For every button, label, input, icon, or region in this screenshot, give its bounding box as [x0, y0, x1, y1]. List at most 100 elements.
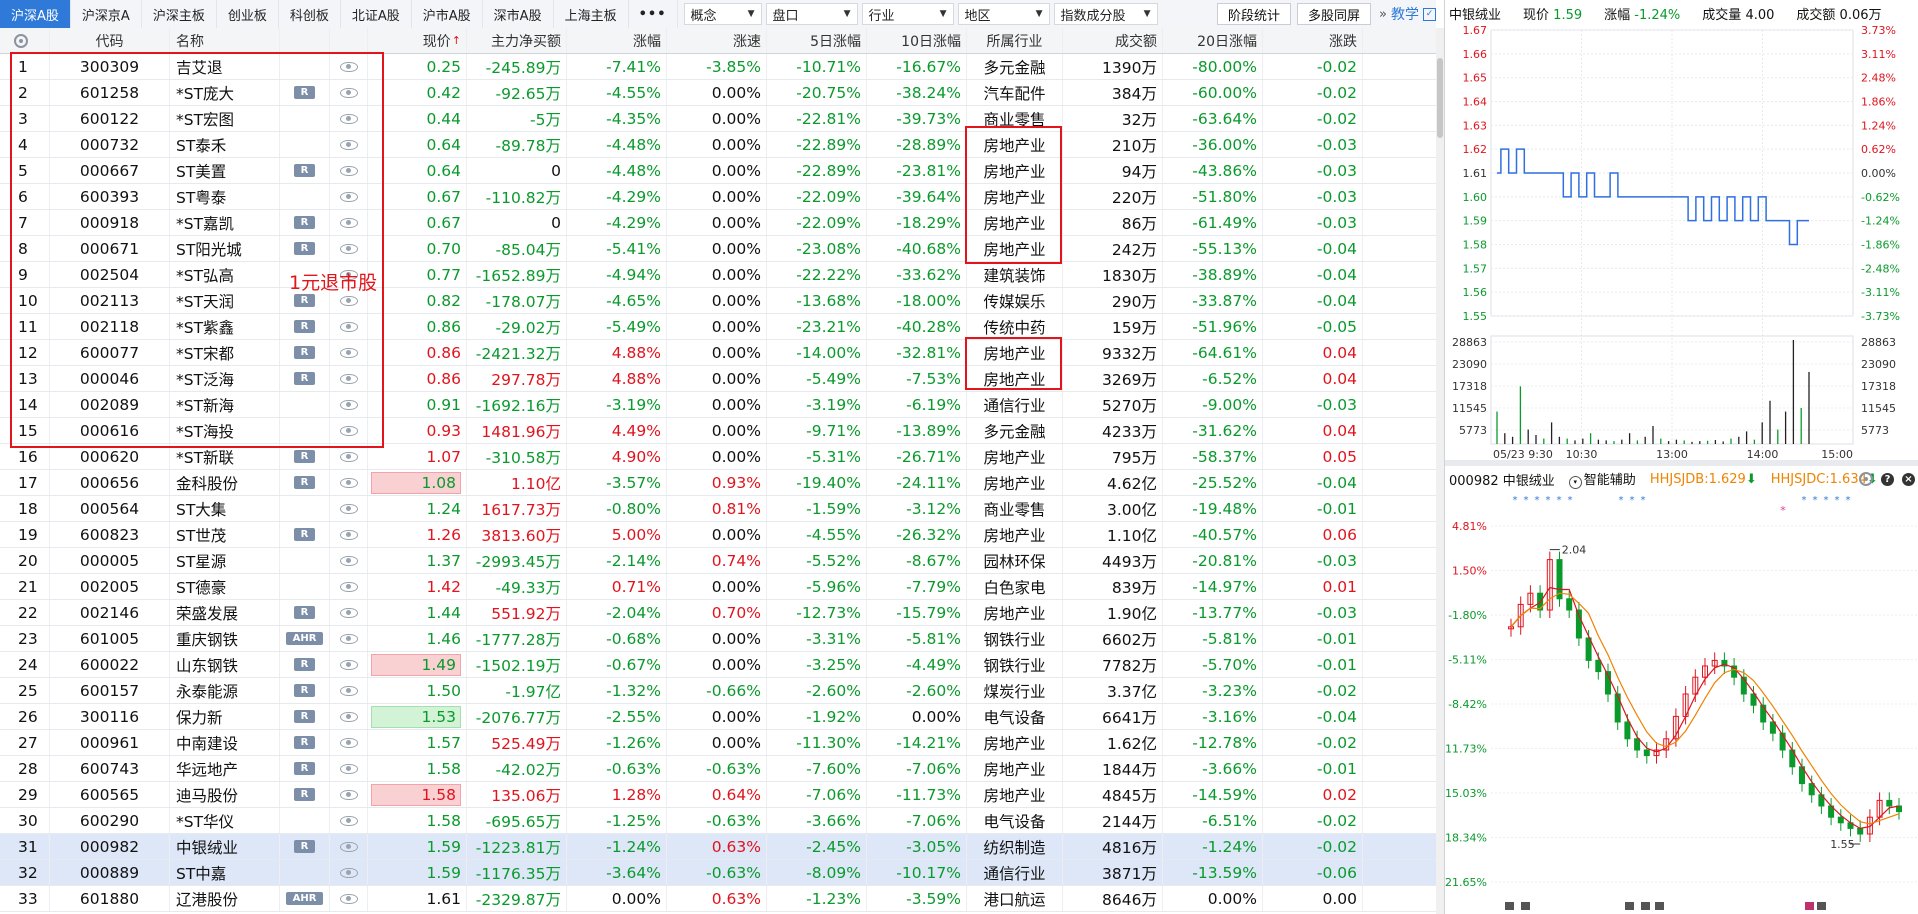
table-row[interactable]: 25 600157 永泰能源 R 1.50 -1.97亿 -1.32% -0.66% -2.60…: [0, 678, 1436, 704]
table-scrollbar[interactable]: [1436, 28, 1444, 914]
eye-icon[interactable]: [339, 425, 358, 436]
tab-6[interactable]: 沪市A股: [412, 0, 483, 28]
col-industry[interactable]: 所属行业: [967, 28, 1063, 53]
table-row[interactable]: 11 002118 *ST紫鑫 R 0.86 -29.02万 -5.49% 0.00% -23.…: [0, 314, 1436, 340]
watch-cell[interactable]: [330, 574, 368, 599]
checkbox-icon[interactable]: ✓: [1423, 7, 1436, 21]
stock-name[interactable]: *ST宏图: [170, 106, 280, 131]
dropdown-3[interactable]: 地区 ▼: [957, 3, 1050, 25]
stock-name[interactable]: ST泰禾: [170, 132, 280, 157]
col-price[interactable]: 现价 ↑: [368, 28, 467, 53]
watch-cell[interactable]: [330, 54, 368, 79]
stock-name[interactable]: 永泰能源: [170, 678, 280, 703]
kline-chart[interactable]: * * * * * * * * * * * * * * * 4.81% 1.50% -1.80% -5.11% -8.…: [1445, 492, 1918, 914]
watch-cell[interactable]: [330, 158, 368, 183]
tab-7[interactable]: 深市A股: [483, 0, 554, 28]
dropdown-2[interactable]: 行业 ▼: [861, 3, 954, 25]
stock-name[interactable]: *ST泛海: [170, 366, 280, 391]
table-row[interactable]: 6 600393 ST粤泰 0.67 -110.82万 -4.29% 0.00% -22.09…: [0, 184, 1436, 210]
stock-name[interactable]: ST粤泰: [170, 184, 280, 209]
eye-icon[interactable]: [339, 399, 358, 410]
eye-icon[interactable]: [339, 451, 358, 462]
watch-cell[interactable]: [330, 886, 368, 911]
stock-name[interactable]: 荣盛发展: [170, 600, 280, 625]
eye-icon[interactable]: [339, 113, 358, 124]
stock-name[interactable]: *ST紫鑫: [170, 314, 280, 339]
watch-cell[interactable]: [330, 444, 368, 469]
watch-cell[interactable]: [330, 288, 368, 313]
table-row[interactable]: 22 002146 荣盛发展 R 1.44 551.92万 -2.04% 0.70% -12.7…: [0, 600, 1436, 626]
stock-name[interactable]: *ST海投: [170, 418, 280, 443]
watch-cell[interactable]: [330, 236, 368, 261]
table-row[interactable]: 17 000656 金科股份 R 1.08 1.10亿 -3.57% 0.93% -19.40%…: [0, 470, 1436, 496]
eye-icon[interactable]: [339, 61, 358, 72]
watch-cell[interactable]: [330, 496, 368, 521]
help-icon[interactable]: ?: [1881, 472, 1894, 486]
watch-cell[interactable]: [330, 756, 368, 781]
col-amount[interactable]: 成交额: [1063, 28, 1163, 53]
watch-cell[interactable]: [330, 80, 368, 105]
eye-icon[interactable]: [339, 841, 358, 852]
eye-icon[interactable]: [339, 321, 358, 332]
gear-icon[interactable]: [14, 33, 28, 48]
stock-name[interactable]: *ST新联: [170, 444, 280, 469]
stock-name[interactable]: ST阳光城: [170, 236, 280, 261]
eye-icon[interactable]: [339, 581, 358, 592]
watch-cell[interactable]: [330, 808, 368, 833]
table-row[interactable]: 7 000918 *ST嘉凯 R 0.67 0 -4.29% 0.00% -22.09% -18.…: [0, 210, 1436, 236]
stock-name[interactable]: 吉艾退: [170, 54, 280, 79]
stock-name[interactable]: ST美置: [170, 158, 280, 183]
tab-4[interactable]: 科创板: [279, 0, 341, 28]
watch-cell[interactable]: [330, 366, 368, 391]
tab-1[interactable]: 沪深京A: [71, 0, 142, 28]
stage-stats-button[interactable]: 阶段统计: [1217, 3, 1292, 25]
table-row[interactable]: 15 000616 *ST海投 0.93 1481.96万 4.49% 0.00% -9.71…: [0, 418, 1436, 444]
watch-cell[interactable]: [330, 210, 368, 235]
table-row[interactable]: 24 600022 山东钢铁 R 1.49 -1502.19万 -0.67% 0.00% -3.…: [0, 652, 1436, 678]
table-row[interactable]: 29 600565 迪马股份 R 1.58 135.06万 1.28% 0.64% -7.06%…: [0, 782, 1436, 808]
stock-name[interactable]: *ST庞大: [170, 80, 280, 105]
table-row[interactable]: 21 002005 ST德豪 1.42 -49.33万 0.71% 0.00% -5.96% -…: [0, 574, 1436, 600]
eye-icon[interactable]: [339, 737, 358, 748]
tab-3[interactable]: 创业板: [217, 0, 279, 28]
eye-icon[interactable]: [339, 659, 358, 670]
watch-cell[interactable]: [330, 340, 368, 365]
col-diff[interactable]: 涨跌: [1263, 28, 1363, 53]
table-row[interactable]: 8 000671 ST阳光城 R 0.70 -85.04万 -5.41% 0.00% -23.0…: [0, 236, 1436, 262]
table-row[interactable]: 13 000046 *ST泛海 R 0.86 297.78万 4.88% 0.00% -5.49…: [0, 366, 1436, 392]
teach-link[interactable]: » 教学 ✓: [1379, 4, 1436, 24]
scrollbar-thumb[interactable]: [1437, 58, 1443, 138]
table-row[interactable]: 1 300309 吉艾退 0.25 -245.89万 -7.41% -3.85% -10.71…: [0, 54, 1436, 80]
tab-0[interactable]: 沪深A股: [0, 0, 71, 28]
stock-name[interactable]: ST星源: [170, 548, 280, 573]
eye-icon[interactable]: [339, 217, 358, 228]
dropdown-1[interactable]: 盘口 ▼: [765, 3, 858, 25]
stock-name[interactable]: 迪马股份: [170, 782, 280, 807]
watch-cell[interactable]: [330, 730, 368, 755]
eye-icon[interactable]: [339, 529, 358, 540]
eye-icon[interactable]: [339, 347, 358, 358]
table-row[interactable]: 28 600743 华远地产 R 1.58 -42.02万 -0.63% -0.63% -7.6…: [0, 756, 1436, 782]
stock-name[interactable]: *ST宋都: [170, 340, 280, 365]
multi-stock-button[interactable]: 多股同屏: [1297, 3, 1372, 25]
stock-name[interactable]: *ST弘高: [170, 262, 280, 287]
eye-icon[interactable]: [339, 243, 358, 254]
eye-icon[interactable]: [339, 87, 358, 98]
col-name[interactable]: 名称: [170, 28, 280, 53]
table-row[interactable]: 27 000961 中南建设 R 1.57 525.49万 -1.26% 0.00% -11.3…: [0, 730, 1436, 756]
table-row[interactable]: 9 002504 *ST弘高 0.77 -1652.89万 -4.94% 0.00% -22.…: [0, 262, 1436, 288]
col-20d[interactable]: 20日涨幅: [1163, 28, 1263, 53]
stock-name[interactable]: 保力新: [170, 704, 280, 729]
table-row[interactable]: 33 601880 辽港股份 AHR 1.61 -2329.87万 0.00% 0.63% -1…: [0, 886, 1436, 912]
stock-name[interactable]: 中南建设: [170, 730, 280, 755]
dropdown-4[interactable]: 指数成分股 ▼: [1053, 3, 1158, 25]
eye-icon[interactable]: [339, 789, 358, 800]
stock-name[interactable]: 金科股份: [170, 470, 280, 495]
table-row[interactable]: 5 000667 ST美置 R 0.64 0 -4.48% 0.00% -22.89% -23.8…: [0, 158, 1436, 184]
eye-icon[interactable]: [339, 893, 358, 904]
table-row[interactable]: 20 000005 ST星源 1.37 -2993.45万 -2.14% 0.74% -5.5…: [0, 548, 1436, 574]
watch-cell[interactable]: [330, 782, 368, 807]
watch-cell[interactable]: [330, 626, 368, 651]
stock-name[interactable]: 华远地产: [170, 756, 280, 781]
eye-icon[interactable]: [339, 815, 358, 826]
